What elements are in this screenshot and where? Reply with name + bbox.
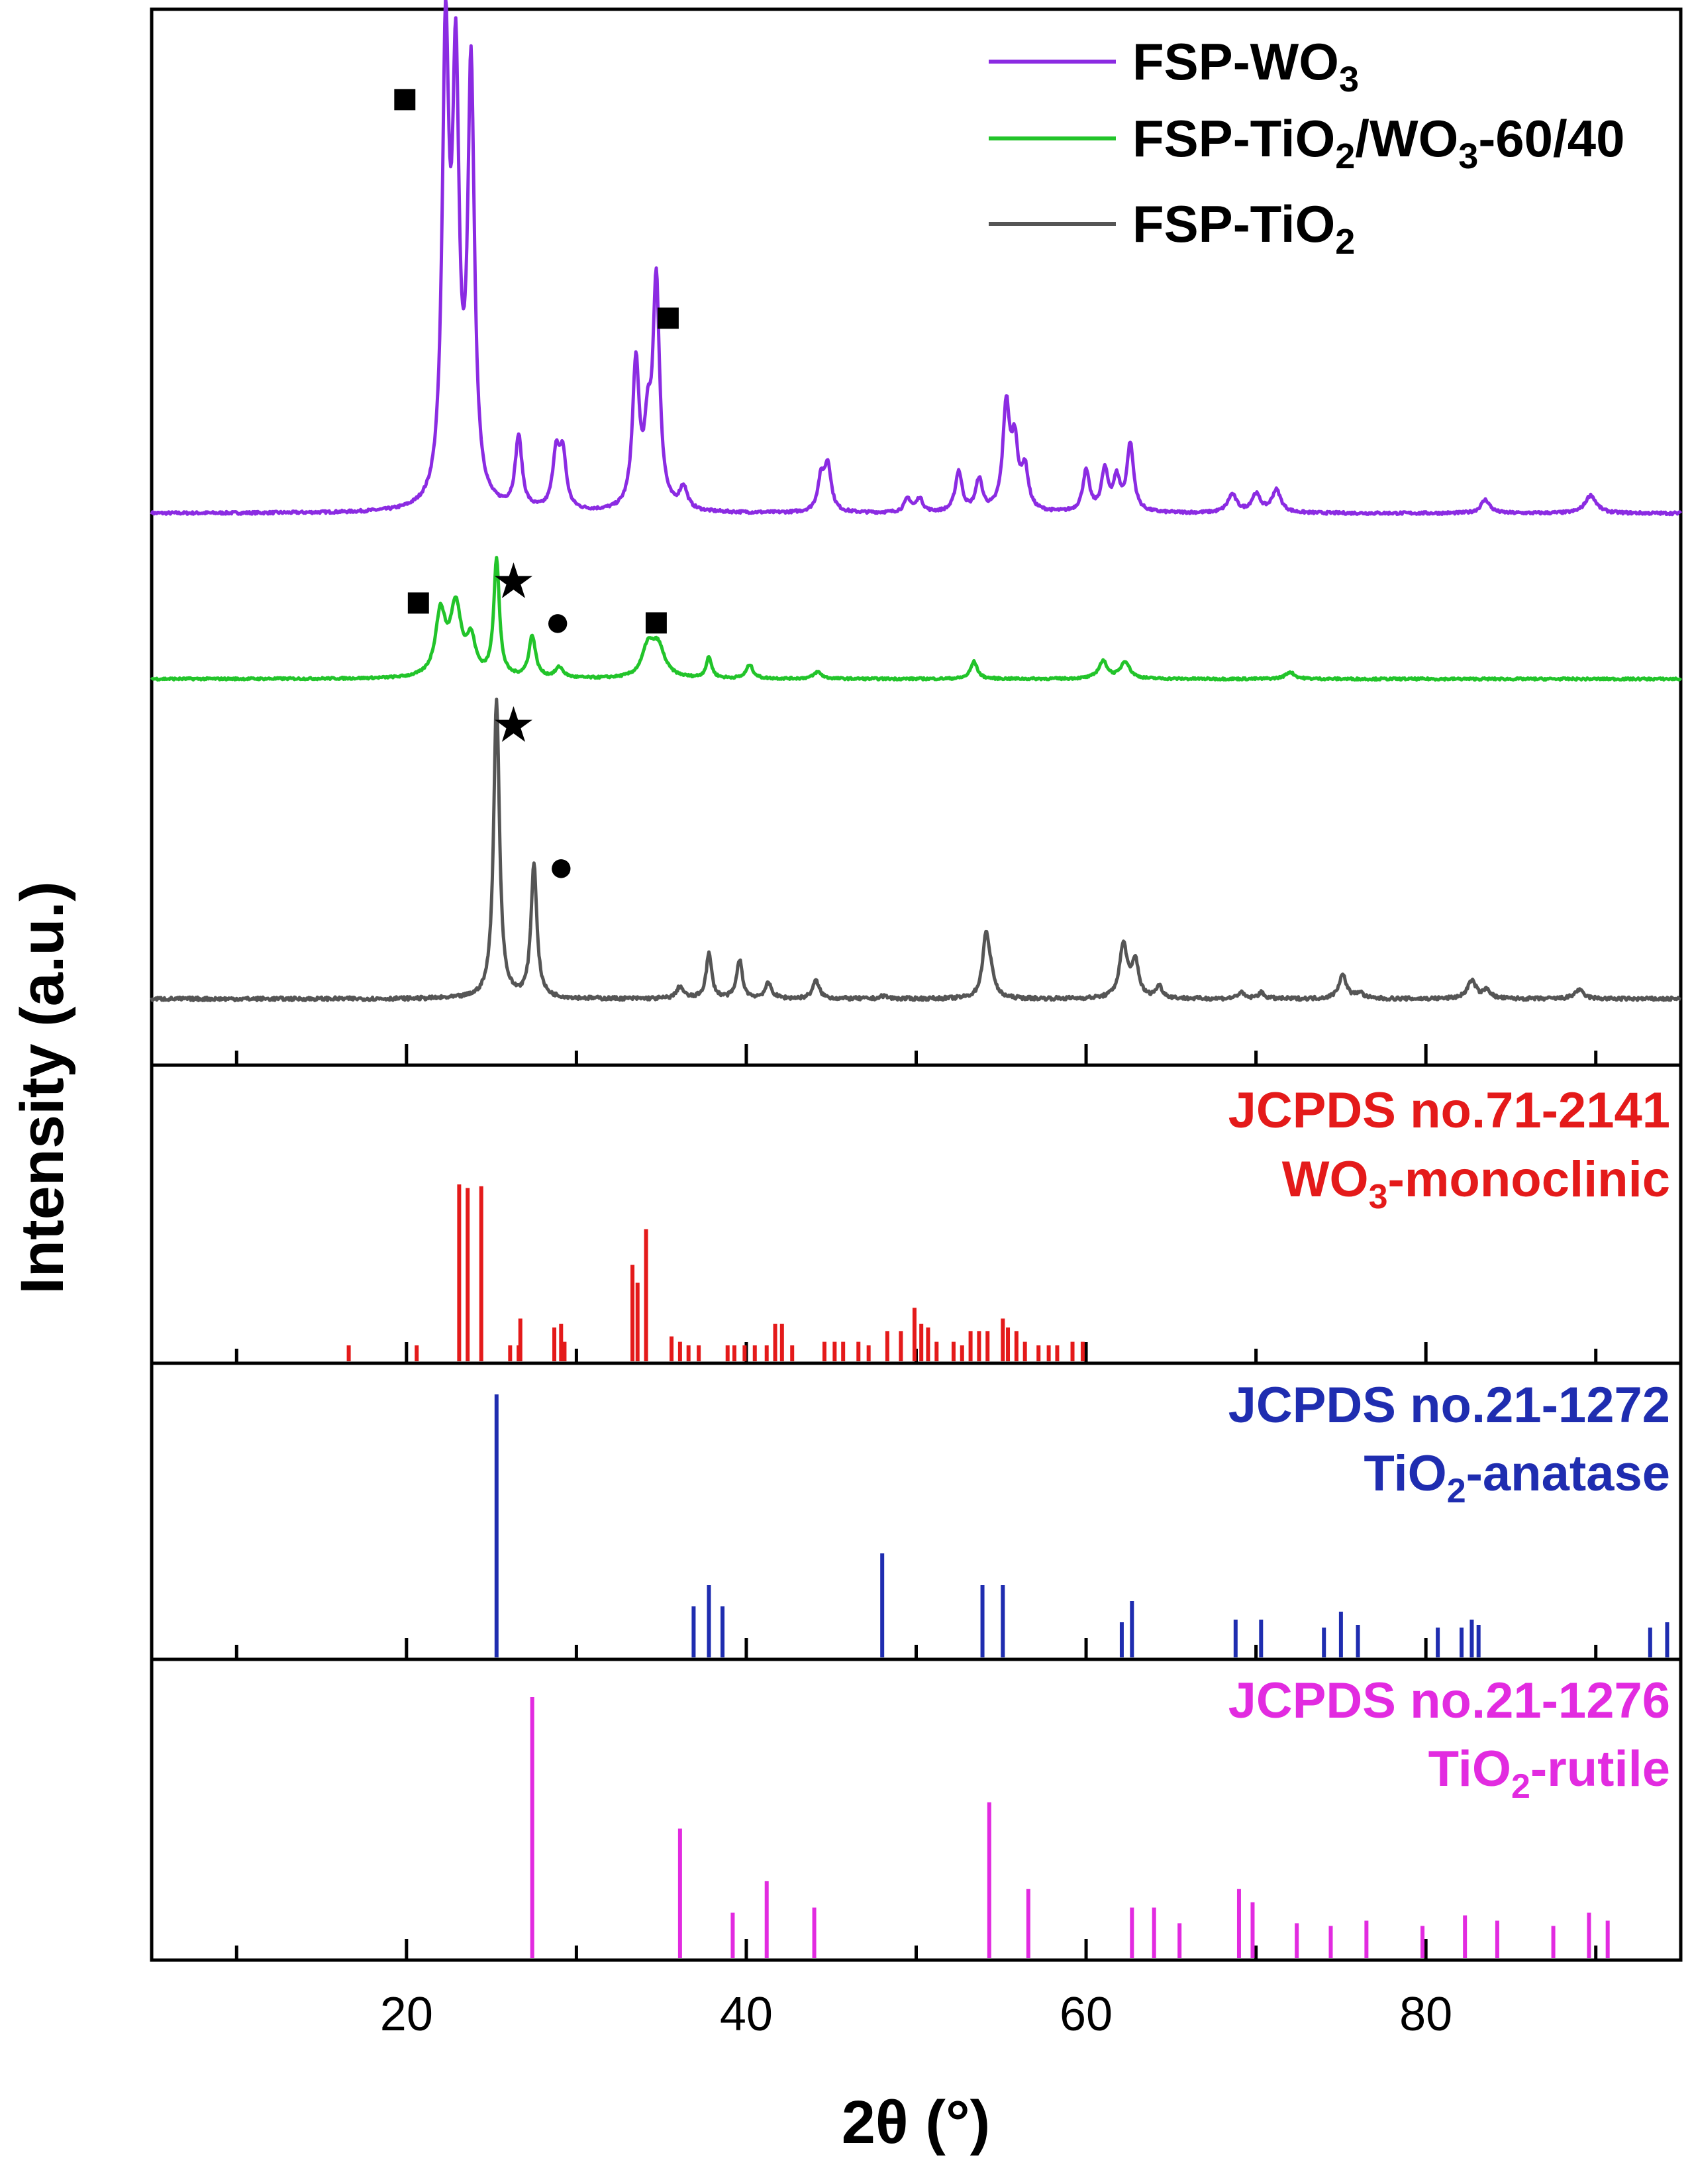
x-axis-label: 2θ (°) <box>842 2089 991 2156</box>
legend-label-fsp-tio2-wo3-suffix: -60/40 <box>1478 109 1624 168</box>
top-panel-series <box>150 0 1683 1003</box>
legend-label-fsp-tio2-wo3-mid: /WO <box>1355 109 1458 168</box>
reference-anatase-phase-suffix: -anatase <box>1466 1445 1670 1502</box>
reference-panel-anatase-ticks <box>234 1638 1598 1659</box>
x-tick-label: 40 <box>720 1988 773 2041</box>
reference-panel-rutile-ticks <box>234 1939 1598 1960</box>
reference-wo3-phase-sub: 3 <box>1369 1178 1388 1216</box>
series-line-0 <box>150 0 1683 517</box>
legend-label-fsp-tio2-wo3: FSP-TiO2/WO3-60/40 <box>1132 109 1624 176</box>
legend-label-fsp-tio2-wo3-sub2: 3 <box>1458 136 1478 176</box>
top-panel-markers: ■■■ ★● ■★● <box>391 73 681 890</box>
legend-label-fsp-tio2: FSP-TiO2 <box>1132 195 1355 262</box>
reference-wo3-phase-suffix: -monoclinic <box>1388 1151 1670 1208</box>
reference-wo3-phase-label: WO3-monoclinic <box>1282 1151 1670 1216</box>
phase-marker-rutile: ● <box>544 596 571 645</box>
phase-marker-wo3: ■ <box>643 596 670 645</box>
reference-panel-wo3: JCPDS no.71-2141 WO3-monoclinic <box>150 1063 1683 1365</box>
reference-wo3-phase-prefix: WO <box>1282 1151 1369 1208</box>
x-tick-label: 80 <box>1399 1988 1452 2041</box>
reference-rutile-card-label: JCPDS no.21-1276 <box>1228 1673 1670 1729</box>
reference-anatase-card-label: JCPDS no.21-1272 <box>1228 1377 1670 1433</box>
series-line-1 <box>150 556 1683 682</box>
reference-panel-wo3-ticks <box>234 1342 1598 1363</box>
legend-label-fsp-wo3: FSP-WO3 <box>1132 32 1359 99</box>
reference-anatase-phase-prefix: TiO <box>1364 1445 1446 1502</box>
reference-rutile-phase-sub: 2 <box>1511 1767 1530 1806</box>
phase-marker-wo3: ■ <box>391 73 418 122</box>
legend-label-fsp-wo3-prefix: FSP-WO <box>1132 32 1339 91</box>
legend-label-fsp-wo3-sub: 3 <box>1339 60 1359 99</box>
reference-rutile-phase-suffix: -rutile <box>1530 1741 1670 1797</box>
reference-panel-rutile: JCPDS no.21-1276 TiO2-rutile <box>150 1657 1683 1962</box>
x-tick-labels: 20 40 60 80 <box>380 1988 1452 2041</box>
legend-label-fsp-tio2-sub: 2 <box>1335 222 1355 262</box>
phase-marker-wo3: ■ <box>405 576 432 625</box>
y-axis-label: Intensity (a.u.) <box>9 881 76 1294</box>
legend-label-fsp-tio2-wo3-prefix: FSP-TiO <box>1132 109 1335 168</box>
series-line-2 <box>150 698 1682 1003</box>
phase-marker-anatase: ★ <box>494 700 533 749</box>
legend: FSP-WO3 FSP-TiO2/WO3-60/40 FSP-TiO2 <box>989 32 1624 262</box>
legend-label-fsp-tio2-prefix: FSP-TiO <box>1132 195 1335 253</box>
x-tick-label: 60 <box>1060 1988 1113 2041</box>
legend-label-fsp-tio2-wo3-sub1: 2 <box>1335 136 1355 176</box>
top-panel: ■■■ ★● ■★● FSP-WO3 FSP-TiO2/WO3-60/40 FSP-… <box>150 0 1683 1067</box>
reference-panel-wo3-lines <box>346 1184 1085 1361</box>
reference-panel-anatase-lines <box>494 1394 1669 1657</box>
reference-anatase-phase-sub: 2 <box>1447 1472 1466 1510</box>
reference-panel-anatase: JCPDS no.21-1272 TiO2-anatase <box>150 1361 1683 1661</box>
top-panel-ticks <box>234 1044 1598 1065</box>
phase-marker-wo3: ■ <box>655 291 681 340</box>
reference-rutile-phase-label: TiO2-rutile <box>1428 1741 1670 1806</box>
phase-marker-rutile: ● <box>548 841 574 890</box>
reference-wo3-card-label: JCPDS no.71-2141 <box>1228 1082 1670 1139</box>
x-tick-label: 20 <box>380 1988 433 2041</box>
phase-marker-anatase: ★ <box>494 556 533 605</box>
reference-panel-rutile-lines <box>530 1697 1610 1958</box>
reference-rutile-phase-prefix: TiO <box>1428 1741 1511 1797</box>
reference-anatase-phase-label: TiO2-anatase <box>1364 1445 1670 1510</box>
